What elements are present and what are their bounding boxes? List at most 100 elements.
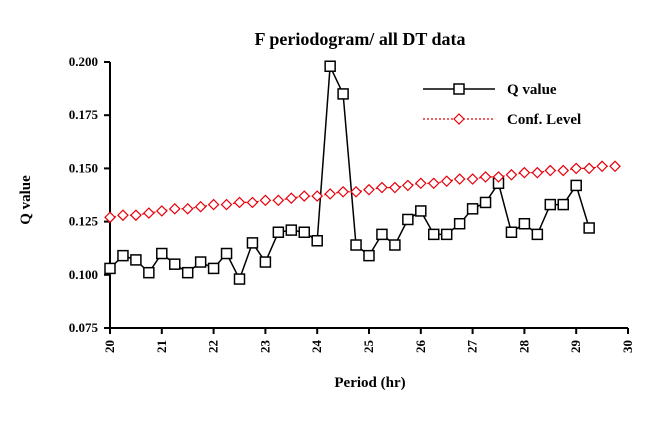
y-tick-label: 0.125 (69, 214, 99, 229)
y-axis-ticks: 0.075 0.100 0.125 0.150 0.175 0.200 (69, 54, 110, 335)
conf-level-point (285, 192, 298, 205)
conf-level-point (596, 160, 608, 173)
conf-level-point (155, 205, 168, 217)
conf-level-point (168, 202, 181, 215)
q-value-point (505, 226, 518, 238)
q-value-point (233, 273, 246, 285)
q-value-point (298, 226, 310, 238)
conf-level-series-line (109, 165, 615, 218)
x-tick-label: 20 (102, 340, 117, 353)
series-layer (104, 60, 621, 285)
y-tick-label: 0.100 (69, 267, 98, 282)
conf-level-point (544, 164, 557, 177)
conf-level-point (194, 200, 207, 213)
q-value-point (531, 228, 544, 241)
conf-level-point (479, 171, 492, 183)
conf-level-point (350, 185, 362, 198)
legend-conf-level-label: Conf. Level (507, 112, 581, 128)
legend-conf-level-marker (453, 113, 465, 125)
q-value-point (479, 196, 492, 209)
x-tick-label: 27 (465, 340, 480, 354)
x-tick-label: 23 (257, 340, 272, 354)
q-value-point (376, 228, 388, 241)
q-value-point (324, 60, 336, 73)
q-value-point (570, 179, 582, 192)
q-value-point (402, 213, 414, 226)
conf-level-point (311, 190, 324, 202)
chart-title: F periodogram/ all DT data (255, 29, 466, 49)
x-axis-label: Period (hr) (334, 375, 405, 391)
q-value-series-line (109, 63, 590, 281)
conf-level-point (505, 168, 518, 181)
conf-level-point (518, 166, 531, 179)
x-tick-label: 21 (154, 340, 169, 353)
conf-level-point (453, 173, 466, 185)
conf-level-point (557, 164, 570, 177)
conf-level-point (492, 171, 505, 183)
x-tick-label: 28 (516, 340, 531, 354)
q-value-point (389, 239, 401, 251)
conf-level-point (609, 160, 621, 173)
conf-level-point (466, 173, 479, 185)
q-value-point (363, 249, 375, 262)
conf-level-point (272, 194, 285, 207)
q-value-point (156, 247, 168, 260)
legend: Q value Conf. Level (423, 82, 581, 128)
q-value-point (337, 88, 349, 100)
conf-level-point (104, 211, 116, 224)
conf-level-point (376, 181, 388, 194)
y-tick-label: 0.175 (69, 107, 99, 122)
q-value-point (285, 224, 298, 236)
conf-level-point (389, 181, 401, 194)
conf-level-point (363, 183, 375, 196)
conf-level-point (440, 175, 453, 188)
q-value-point (583, 222, 595, 234)
x-tick-label: 29 (568, 340, 583, 354)
conf-level-point (220, 198, 233, 211)
conf-level-point (402, 179, 414, 192)
x-axis-ticks: 20 21 22 23 24 25 26 27 28 29 30 (102, 328, 635, 353)
legend-q-value-label: Q value (507, 82, 557, 98)
conf-level-point (298, 190, 311, 202)
legend-q-value-marker (453, 83, 465, 95)
q-value-point (117, 249, 129, 262)
conf-level-point (207, 198, 220, 211)
q-value-point (466, 203, 479, 215)
conf-level-point (583, 162, 595, 175)
conf-level-point (337, 185, 349, 198)
q-value-point (311, 235, 323, 247)
conf-level-point (324, 188, 336, 200)
q-value-point (143, 266, 155, 279)
conf-level-point (531, 166, 544, 179)
q-value-point (181, 266, 194, 279)
q-value-point (104, 262, 116, 275)
conf-level-point (427, 177, 440, 190)
q-value-point (557, 198, 569, 211)
y-tick-label: 0.200 (69, 54, 98, 69)
conf-level-point (233, 196, 246, 209)
x-tick-label: 24 (309, 340, 324, 354)
q-value-point (220, 247, 233, 260)
y-tick-label: 0.075 (69, 320, 99, 335)
q-value-point (169, 258, 181, 270)
conf-level-point (259, 194, 272, 207)
q-value-point (440, 228, 453, 241)
q-value-point (350, 239, 362, 251)
q-value-point (272, 226, 285, 238)
q-value-point (194, 256, 207, 268)
y-axis-label: Q value (18, 175, 34, 225)
q-value-point (518, 217, 531, 230)
q-value-point (544, 198, 557, 211)
q-value-point (246, 237, 259, 249)
conf-level-point (414, 177, 427, 190)
conf-level-point (246, 196, 259, 209)
conf-level-point (181, 202, 194, 215)
conf-level-point (570, 162, 583, 175)
conf-level-point (143, 207, 155, 219)
q-value-point (259, 256, 272, 268)
conf-level-point (130, 209, 142, 222)
x-tick-label: 22 (206, 340, 221, 353)
x-tick-label: 26 (413, 340, 428, 354)
